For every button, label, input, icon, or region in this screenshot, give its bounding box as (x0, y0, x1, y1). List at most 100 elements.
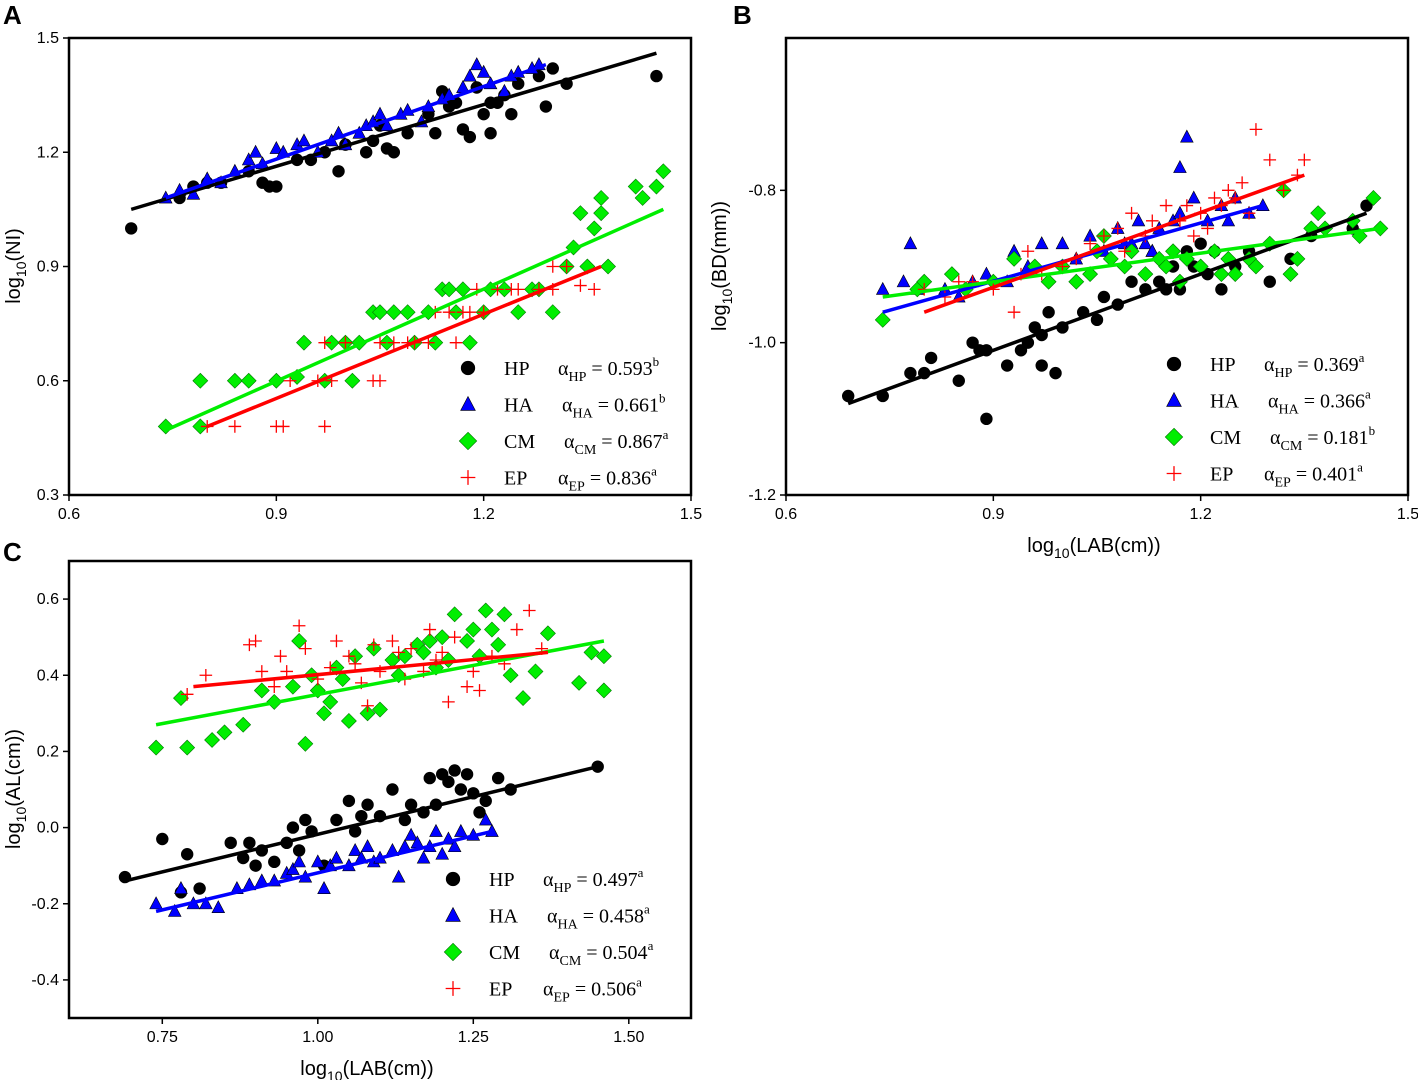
legend-series-name: HA (1210, 391, 1239, 413)
panel-a: A log10(NI) 0.6 0.9 1.2 1.50.30.60.91.21.5 … (3, 0, 702, 523)
data-point-cm (192, 418, 209, 435)
panel-b: B log10(BD(mm)) log10(LAB(cm)) 0.6 0.9 1.2… (709, 0, 1418, 561)
data-point-hp (1042, 306, 1055, 319)
data-point-cm (874, 311, 891, 328)
data-point-ha (875, 281, 890, 295)
legend-marker-ep (460, 470, 476, 485)
data-point-ep (392, 646, 405, 659)
x-tick-label: 0.9 (982, 506, 1004, 523)
data-point-ep (1125, 206, 1138, 220)
data-point-cm (943, 266, 960, 283)
data-point-ha (1055, 236, 1070, 250)
data-point-cm (1213, 266, 1230, 283)
y-tick-label: 0.3 (37, 487, 59, 504)
panel-a-ylabel: log10(NI) (3, 228, 29, 304)
data-point-cm (372, 701, 388, 718)
data-point-ha (463, 68, 477, 82)
data-point-hp (952, 374, 965, 387)
data-point-ha (211, 900, 226, 913)
data-point-ep (1118, 244, 1131, 258)
data-point-ep (463, 305, 477, 319)
data-point-ha (497, 83, 512, 97)
legend-item-cm: CM αCM = 0.504a (443, 938, 654, 969)
legend-item-hp: HP αHP = 0.369a (1166, 350, 1365, 381)
fit-line-ep (923, 173, 1305, 314)
legend-exponent: αEP = 0.836a (558, 464, 657, 495)
data-point-ha (1186, 190, 1201, 204)
data-point-hp (332, 165, 345, 178)
data-point-ep (574, 279, 587, 292)
data-point-ha (286, 861, 300, 875)
y-tick-label: 0.2 (37, 743, 59, 760)
data-point-ep (467, 665, 480, 678)
data-point-cm (1006, 250, 1022, 267)
x-tick-label: 0.9 (265, 506, 287, 523)
panel-b-frame (784, 36, 1410, 497)
data-point-cm (583, 644, 600, 661)
data-point-cm (399, 304, 416, 321)
data-point-hp (1125, 275, 1138, 288)
data-point-ep (1111, 222, 1125, 235)
data-point-ha (348, 842, 362, 856)
data-point-cm (1040, 273, 1057, 290)
legend-item-ha: HA αHA = 0.661b (460, 391, 666, 422)
data-point-hp (473, 806, 486, 819)
data-point-cm (340, 713, 357, 729)
data-point-hp (904, 366, 917, 380)
data-point-ep (373, 374, 387, 388)
legend-item-ep: EP αEP = 0.836a (460, 464, 657, 495)
data-point-hp (180, 848, 194, 861)
data-point-cm (540, 625, 556, 642)
data-point-cm (595, 648, 612, 665)
x-tick-label: 0.6 (775, 506, 797, 523)
x-tick-label: 0.6 (58, 506, 80, 523)
data-point-hp (156, 832, 169, 846)
data-point-hp (650, 69, 663, 83)
data-point-ep (442, 305, 456, 319)
fit-line-hp (847, 211, 1368, 406)
data-point-cm (593, 205, 610, 222)
data-point-cm (334, 671, 351, 687)
data-point-hp (1014, 344, 1028, 357)
fit-line-ep (206, 264, 602, 429)
data-point-ep (1083, 237, 1097, 250)
data-point-cm (1282, 266, 1299, 283)
data-point-cm (461, 334, 478, 351)
data-point-cm (465, 621, 482, 638)
panel-c-label: C (3, 537, 22, 567)
data-point-ha (416, 850, 431, 864)
data-point-cm (396, 648, 413, 665)
y-tick-label: -0.2 (31, 896, 59, 913)
data-point-ep (522, 604, 536, 617)
panel-b-ylabel: log10(BD(mm)) (709, 201, 735, 331)
panel-c: C log10(AL(cm)) log10(LAB(cm)) 0.75 1.00 1… (3, 537, 693, 1080)
x-tick-label: 1.2 (1190, 506, 1212, 523)
data-point-hp (359, 146, 373, 159)
data-point-hp (286, 821, 300, 834)
fit-line-ha (155, 829, 493, 914)
data-point-cm (1227, 266, 1244, 283)
legend-item-ep: EP αEP = 0.401a (1166, 460, 1363, 491)
data-point-hp (1097, 290, 1111, 304)
data-point-cm (446, 606, 463, 623)
data-point-ep (1007, 305, 1021, 319)
data-point-ep (560, 260, 573, 273)
data-point-hp (505, 107, 518, 121)
legend-marker-ep (445, 981, 461, 996)
data-point-cm (216, 724, 233, 741)
data-point-cm (192, 372, 209, 389)
fit-line-hp (124, 764, 599, 883)
legend-item-cm: CM αCM = 0.867a (458, 427, 669, 458)
data-point-hp (249, 859, 262, 872)
data-point-ep (348, 657, 362, 671)
legend-marker-cm (443, 942, 463, 962)
data-point-ha (380, 118, 394, 132)
data-point-ep (330, 634, 343, 648)
panel-c-xlabel: log10(LAB(cm)) (300, 1058, 433, 1080)
data-point-cm (490, 636, 507, 653)
data-point-ha (429, 823, 443, 837)
legend-series-name: EP (504, 468, 527, 490)
fit-line-hp (130, 51, 657, 212)
data-point-cm (448, 304, 464, 321)
